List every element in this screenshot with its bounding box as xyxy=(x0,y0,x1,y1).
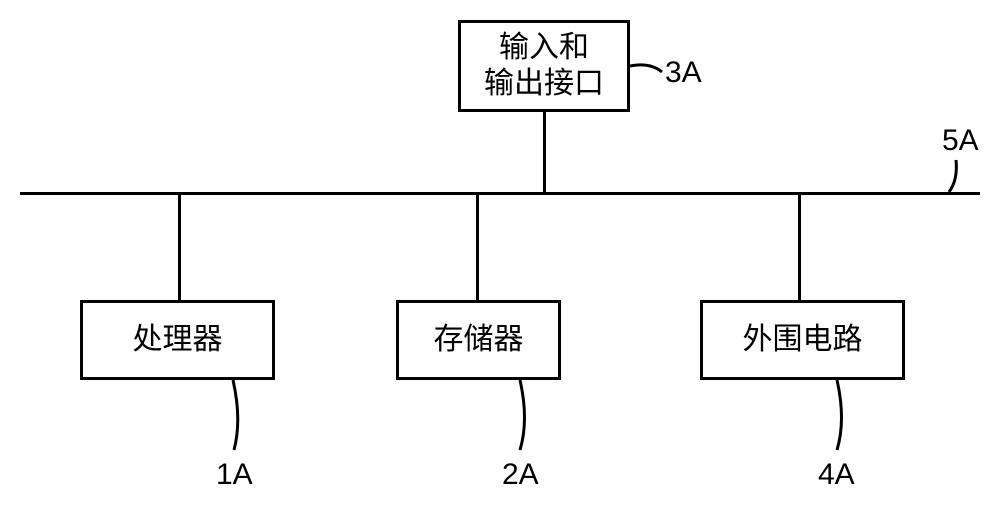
ref-label-bus: 5A xyxy=(942,124,979,158)
block-diagram: 输入和 输出接口 处理器 存储器 外围电路 3A 5A 1A 2A 4A xyxy=(0,0,1000,524)
ref-label-memory: 2A xyxy=(502,458,539,492)
lead-io xyxy=(0,0,1000,524)
ref-label-peripheral: 4A xyxy=(818,458,855,492)
ref-label-io: 3A xyxy=(665,56,702,90)
ref-label-processor: 1A xyxy=(216,458,253,492)
